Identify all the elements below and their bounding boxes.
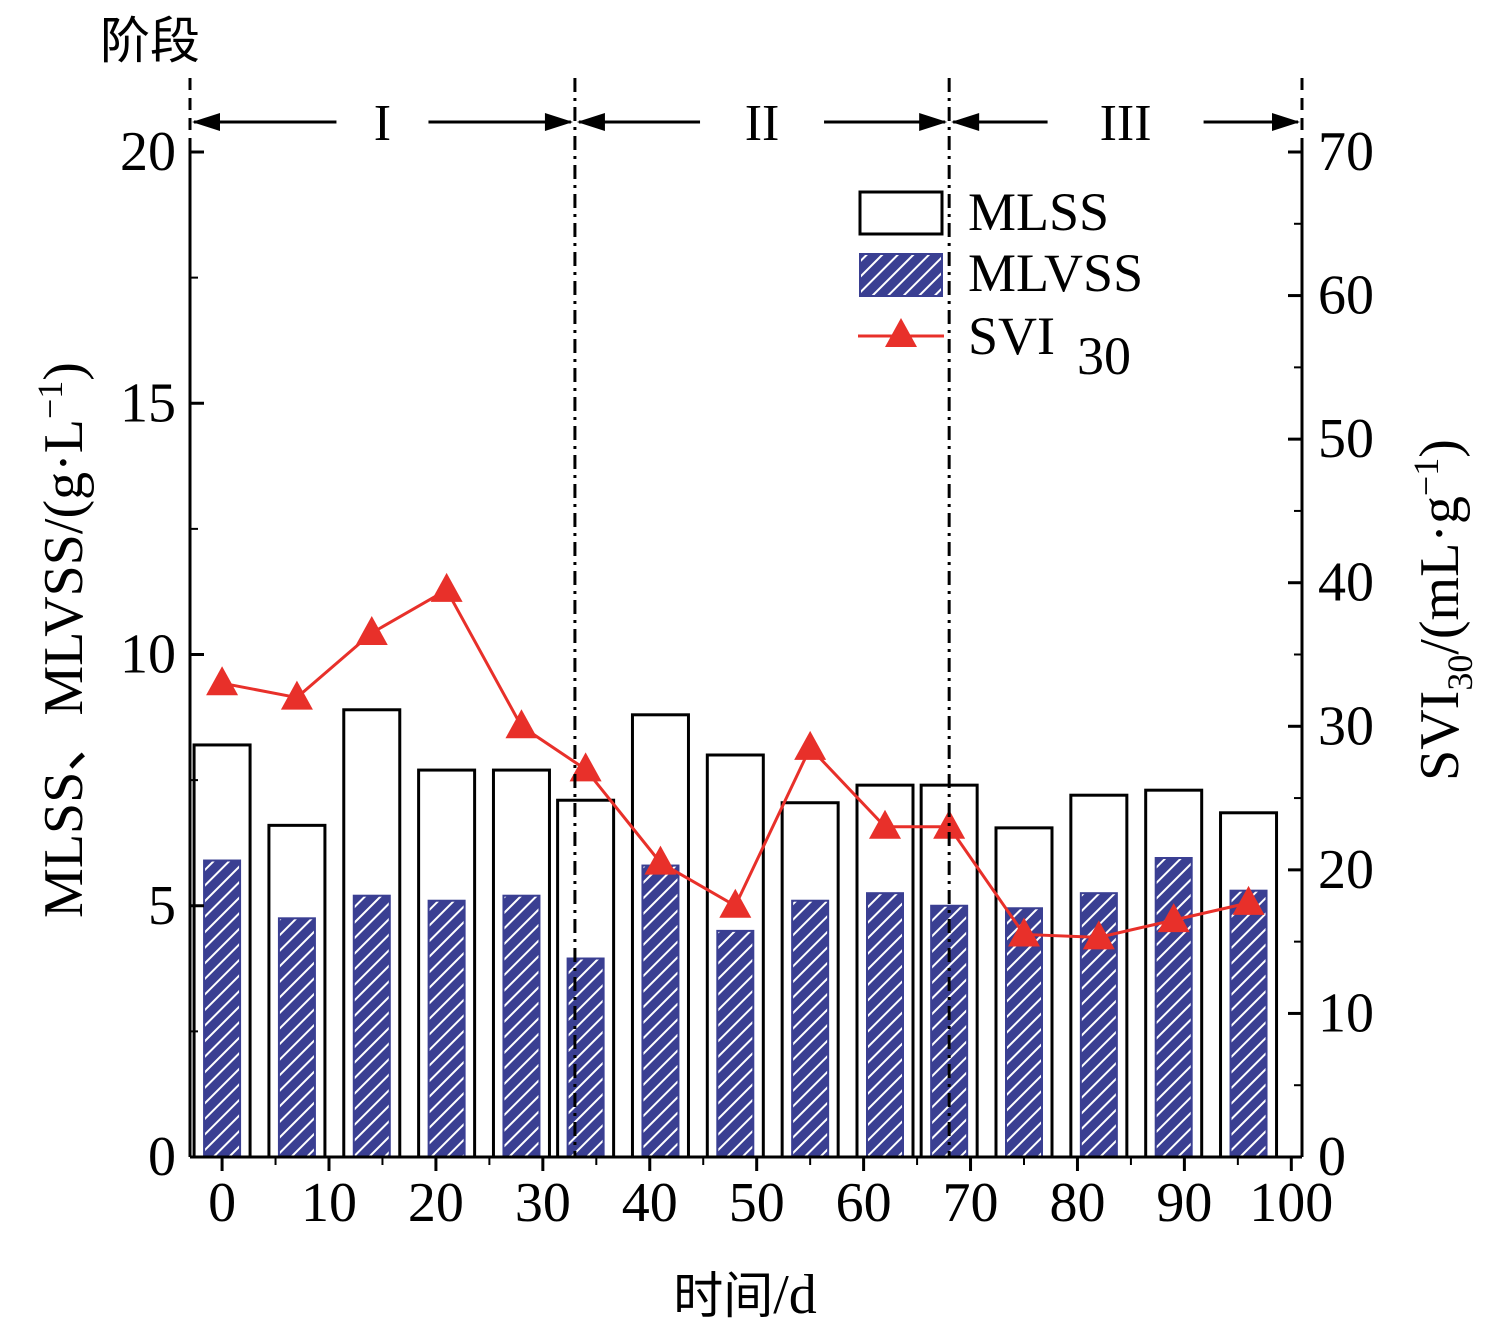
y-left-tick-label: 20	[120, 121, 176, 183]
mlvss-bar	[1229, 889, 1268, 1158]
axes-layer: 0 10 20 30 40 50 60 70 80 90 100051015200102030405…	[120, 121, 1374, 1234]
mlvss-bar	[866, 892, 904, 1158]
x-tick-label: 100	[1249, 1172, 1333, 1234]
svi30-point	[1232, 885, 1265, 915]
stage-arrowhead	[919, 113, 948, 131]
legend-mlvss-label: MLVSS	[968, 243, 1143, 303]
svi30-point	[569, 752, 602, 782]
stage-label: II	[745, 95, 780, 152]
svi30-point	[505, 709, 538, 739]
svi30-point	[206, 666, 239, 696]
x-tick-label: 70	[943, 1172, 999, 1234]
stage-arrowhead	[576, 113, 605, 131]
legend-svi-label: SVI	[968, 306, 1055, 366]
stage-arrowhead	[951, 113, 980, 131]
y-left-tick-label: 0	[148, 1126, 176, 1188]
legend-mlss-swatch	[858, 190, 944, 236]
mlvss-bar	[502, 894, 541, 1158]
x-axis-label-unit: /d	[773, 1264, 817, 1326]
mlvss-bar	[352, 894, 391, 1158]
x-axis-label-cjk: 时间	[673, 1267, 773, 1325]
y-right-label-exp: −1	[1406, 458, 1446, 496]
svi30-point	[869, 809, 901, 839]
y-right-label-main: SVI	[1409, 691, 1471, 781]
stage-arrowhead	[544, 113, 573, 131]
mlvss-bar	[930, 904, 969, 1158]
x-tick-label: 50	[729, 1172, 785, 1234]
svi30-point	[430, 572, 463, 602]
x-tick-label: 0	[208, 1172, 236, 1234]
y-left-tick-label: 5	[148, 875, 176, 937]
y-left-axis-label: MLSS、MLVSS/(g·L−1)	[30, 362, 95, 918]
y-left-tick-label: 15	[120, 372, 176, 434]
svi-line-layer	[206, 572, 1265, 950]
legend-svi-marker	[885, 318, 917, 347]
y-right-tick-label: 50	[1318, 408, 1374, 470]
mlvss-bar	[791, 899, 830, 1158]
y-right-tick-label: 40	[1318, 552, 1374, 614]
svi30-point	[1157, 903, 1190, 933]
svi30-point	[794, 730, 827, 760]
stage-label: I	[374, 95, 391, 152]
mlvss-bar	[203, 859, 242, 1159]
legend-mlss-label: MLSS	[968, 182, 1109, 242]
y-right-label-close: )	[1409, 439, 1471, 458]
stage-title: 阶段	[100, 12, 200, 70]
y-left-tick-label: 10	[120, 624, 176, 686]
mlvss-bar	[716, 929, 755, 1158]
legend-mlvss-swatch	[859, 253, 943, 297]
legend-svi-subscript: 30	[1077, 326, 1131, 386]
x-tick-label: 10	[301, 1172, 357, 1234]
mlvss-bar	[641, 864, 680, 1158]
svi30-point	[644, 845, 677, 875]
x-tick-label: 20	[408, 1172, 464, 1234]
y-right-tick-label: 10	[1318, 982, 1374, 1044]
stage-arrowhead	[1272, 113, 1300, 131]
stage-arrowhead	[192, 113, 220, 131]
y-right-tick-label: 20	[1318, 839, 1374, 901]
svi30-point	[1008, 917, 1040, 947]
mlvss-bar	[277, 917, 316, 1158]
x-axis-label: 时间/d	[673, 1264, 817, 1326]
y-right-tick-label: 70	[1318, 121, 1374, 183]
svi30-point	[355, 615, 388, 645]
x-tick-label: 80	[1049, 1172, 1105, 1234]
mlvss-bar	[1154, 857, 1193, 1158]
y-right-label-sub: 30	[1440, 655, 1480, 691]
mlvss-bar	[427, 899, 466, 1158]
svi30-point	[280, 680, 313, 710]
y-right-label-rest: /(mL·g	[1409, 496, 1471, 655]
svi30-point	[719, 888, 752, 918]
x-tick-label: 90	[1156, 1172, 1212, 1234]
x-tick-label: 30	[515, 1172, 571, 1234]
svi30-point	[1082, 920, 1115, 950]
y-right-axis-label: SVI30/(mL·g−1)	[1406, 439, 1480, 781]
y-right-tick-label: 0	[1318, 1126, 1346, 1188]
x-tick-label: 40	[622, 1172, 678, 1234]
y-left-label-exp: −1	[30, 381, 70, 419]
mlvss-bar	[566, 957, 605, 1159]
y-right-tick-label: 30	[1318, 695, 1374, 757]
y-left-label-close: )	[33, 362, 95, 381]
stage-label: III	[1100, 95, 1152, 152]
x-tick-label: 60	[836, 1172, 892, 1234]
y-right-tick-label: 60	[1318, 265, 1374, 327]
y-left-label-main: MLSS、MLVSS/(g·L	[33, 419, 95, 918]
bars-layer	[192, 708, 1279, 1159]
mlvss-bar	[1005, 907, 1043, 1159]
